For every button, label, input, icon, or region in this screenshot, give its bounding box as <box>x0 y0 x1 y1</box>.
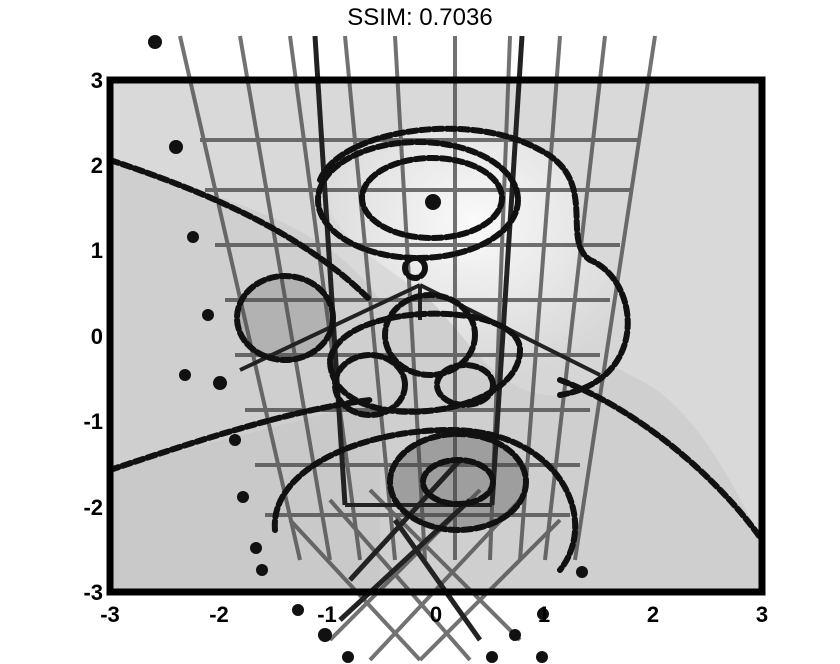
y-tick-label: 0 <box>91 324 103 349</box>
x-tick-label: -2 <box>209 602 229 627</box>
perspective-grid <box>178 35 657 662</box>
x-tick-label: 1 <box>538 602 550 627</box>
y-tick-label: 3 <box>91 68 103 93</box>
x-tick-label: 3 <box>756 602 768 627</box>
contour-lines <box>107 125 765 573</box>
plot-frame <box>106 76 766 596</box>
x-tick-label: -1 <box>317 602 337 627</box>
peak-marker <box>425 194 441 210</box>
scatter-blobs <box>148 35 588 663</box>
x-tick-label: 0 <box>430 602 442 627</box>
y-tick-label: -3 <box>83 580 103 605</box>
y-tick-label: 1 <box>91 238 103 263</box>
figure-title: SSIM: 0.7036 <box>347 4 493 31</box>
y-tick-label: 2 <box>91 153 103 178</box>
x-tick-label: -3 <box>100 602 120 627</box>
y-tick-label: -2 <box>83 495 103 520</box>
y-tick-label: -1 <box>83 409 103 434</box>
x-tick-label: 2 <box>647 602 659 627</box>
